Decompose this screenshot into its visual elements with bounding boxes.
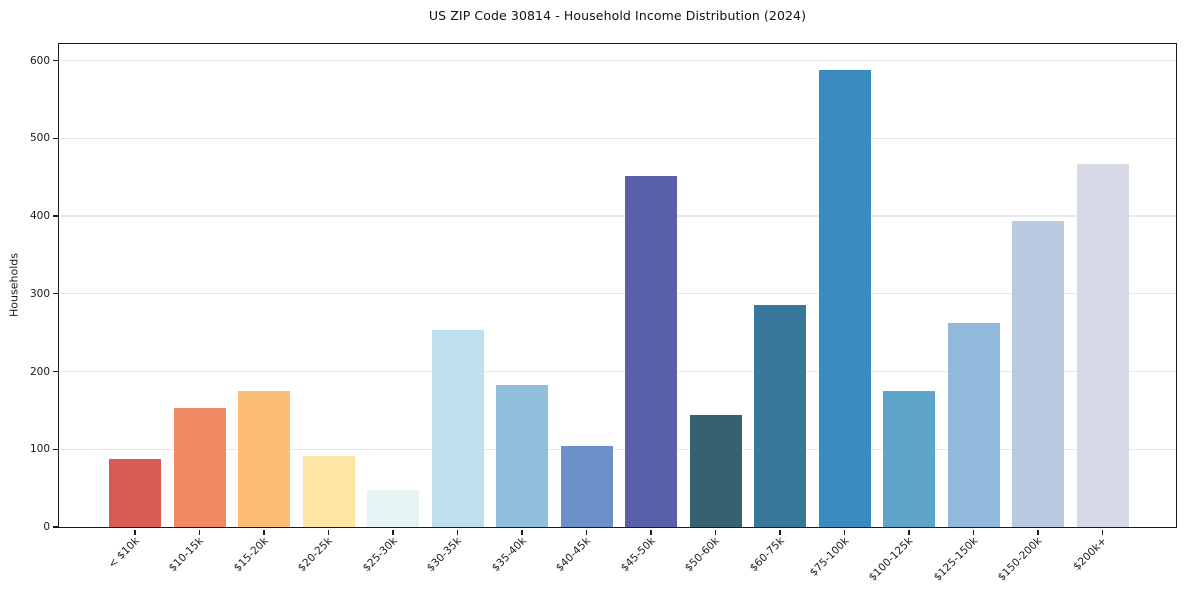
bar-60-75k [754, 305, 806, 527]
x-tick-label-10: $60-75k [747, 535, 787, 575]
gridline-y-300 [59, 293, 1176, 295]
y-tick-label-400: 400 [29, 210, 50, 223]
y-tick-label-500: 500 [29, 132, 50, 145]
gridline-y-100 [59, 448, 1176, 450]
gridline-y-400 [59, 215, 1176, 217]
bar-20-25k [302, 456, 355, 527]
x-tick-mark-14 [1037, 529, 1039, 535]
y-tick-label-100: 100 [29, 443, 50, 456]
x-tick-label-2: $15-20k [231, 535, 271, 575]
x-tick-label-6: $35-40k [489, 535, 529, 575]
x-tick-mark-15 [1101, 529, 1104, 535]
bar-10k [109, 459, 161, 527]
x-tick-label-5: $30-35k [424, 535, 464, 575]
x-tick-label-13: $125-150k [931, 535, 980, 584]
y-tick-label-600: 600 [29, 54, 50, 67]
x-tick-label-4: $25-30k [360, 535, 400, 575]
y-tick-mark-200 [53, 370, 58, 373]
x-tick-mark-7 [585, 529, 588, 535]
y-tick-mark-100 [53, 448, 58, 450]
y-tick-label-200: 200 [29, 365, 50, 378]
gridline-y-500 [59, 137, 1176, 139]
x-tick-label-9: $50-60k [682, 535, 722, 575]
gridline-y-600 [59, 59, 1176, 62]
bar-200k [1076, 163, 1129, 527]
x-tick-mark-9 [714, 529, 717, 535]
x-tick-label-15: $200k+ [1071, 535, 1109, 573]
y-tick-mark-0 [53, 526, 58, 528]
y-tick-label-300: 300 [29, 287, 50, 300]
x-tick-mark-6 [521, 529, 523, 535]
x-tick-label-1: $10-15k [166, 535, 206, 575]
gridline-y-200 [59, 370, 1176, 373]
bar-40-45k [560, 446, 613, 527]
y-axis-label: Households [7, 253, 21, 317]
bar-25-30k [367, 490, 419, 527]
x-tick-mark-2 [263, 529, 265, 535]
bar-35-40k [496, 384, 548, 527]
x-tick-label-12: $100-125k [866, 535, 916, 584]
chart-title: US ZIP Code 30814 - Household Income Dis… [428, 8, 807, 23]
x-tick-mark-4 [392, 529, 394, 535]
x-tick-mark-11 [843, 529, 846, 535]
bar-50-60k [689, 415, 742, 527]
y-tick-mark-600 [53, 59, 58, 62]
y-tick-mark-400 [53, 215, 58, 217]
x-tick-label-0: < $10k [105, 535, 142, 571]
x-tick-label-11: $75-100k [807, 535, 851, 579]
x-tick-mark-10 [779, 529, 781, 535]
bar-30-35k [431, 330, 484, 527]
x-tick-label-8: $45-50k [618, 535, 658, 575]
y-tick-label-0: 0 [43, 521, 50, 533]
x-tick-mark-12 [908, 529, 910, 535]
x-tick-mark-3 [327, 529, 330, 535]
y-tick-mark-300 [53, 293, 58, 295]
x-tick-mark-0 [134, 529, 136, 535]
bar-150-200k [1012, 220, 1064, 527]
bar-10-15k [173, 408, 226, 527]
x-tick-mark-8 [650, 529, 652, 535]
x-tick-label-14: $150-200k [995, 535, 1045, 584]
x-tick-label-3: $20-25k [295, 535, 335, 575]
x-tick-label-7: $40-45k [553, 535, 593, 575]
bar-15-20k [238, 390, 290, 527]
bar-100-125k [883, 390, 935, 527]
y-tick-mark-500 [53, 137, 58, 139]
x-tick-mark-1 [198, 529, 201, 535]
x-tick-mark-5 [456, 529, 459, 535]
plot-area: 0 100 200 300 400 500 600 < $10k $10-15k $15-20k $… [30, 43, 1177, 584]
bar-45-50k [625, 175, 677, 527]
bar-125-150k [947, 323, 1000, 527]
bar-75-100k [818, 69, 871, 527]
x-tick-mark-13 [972, 529, 975, 535]
